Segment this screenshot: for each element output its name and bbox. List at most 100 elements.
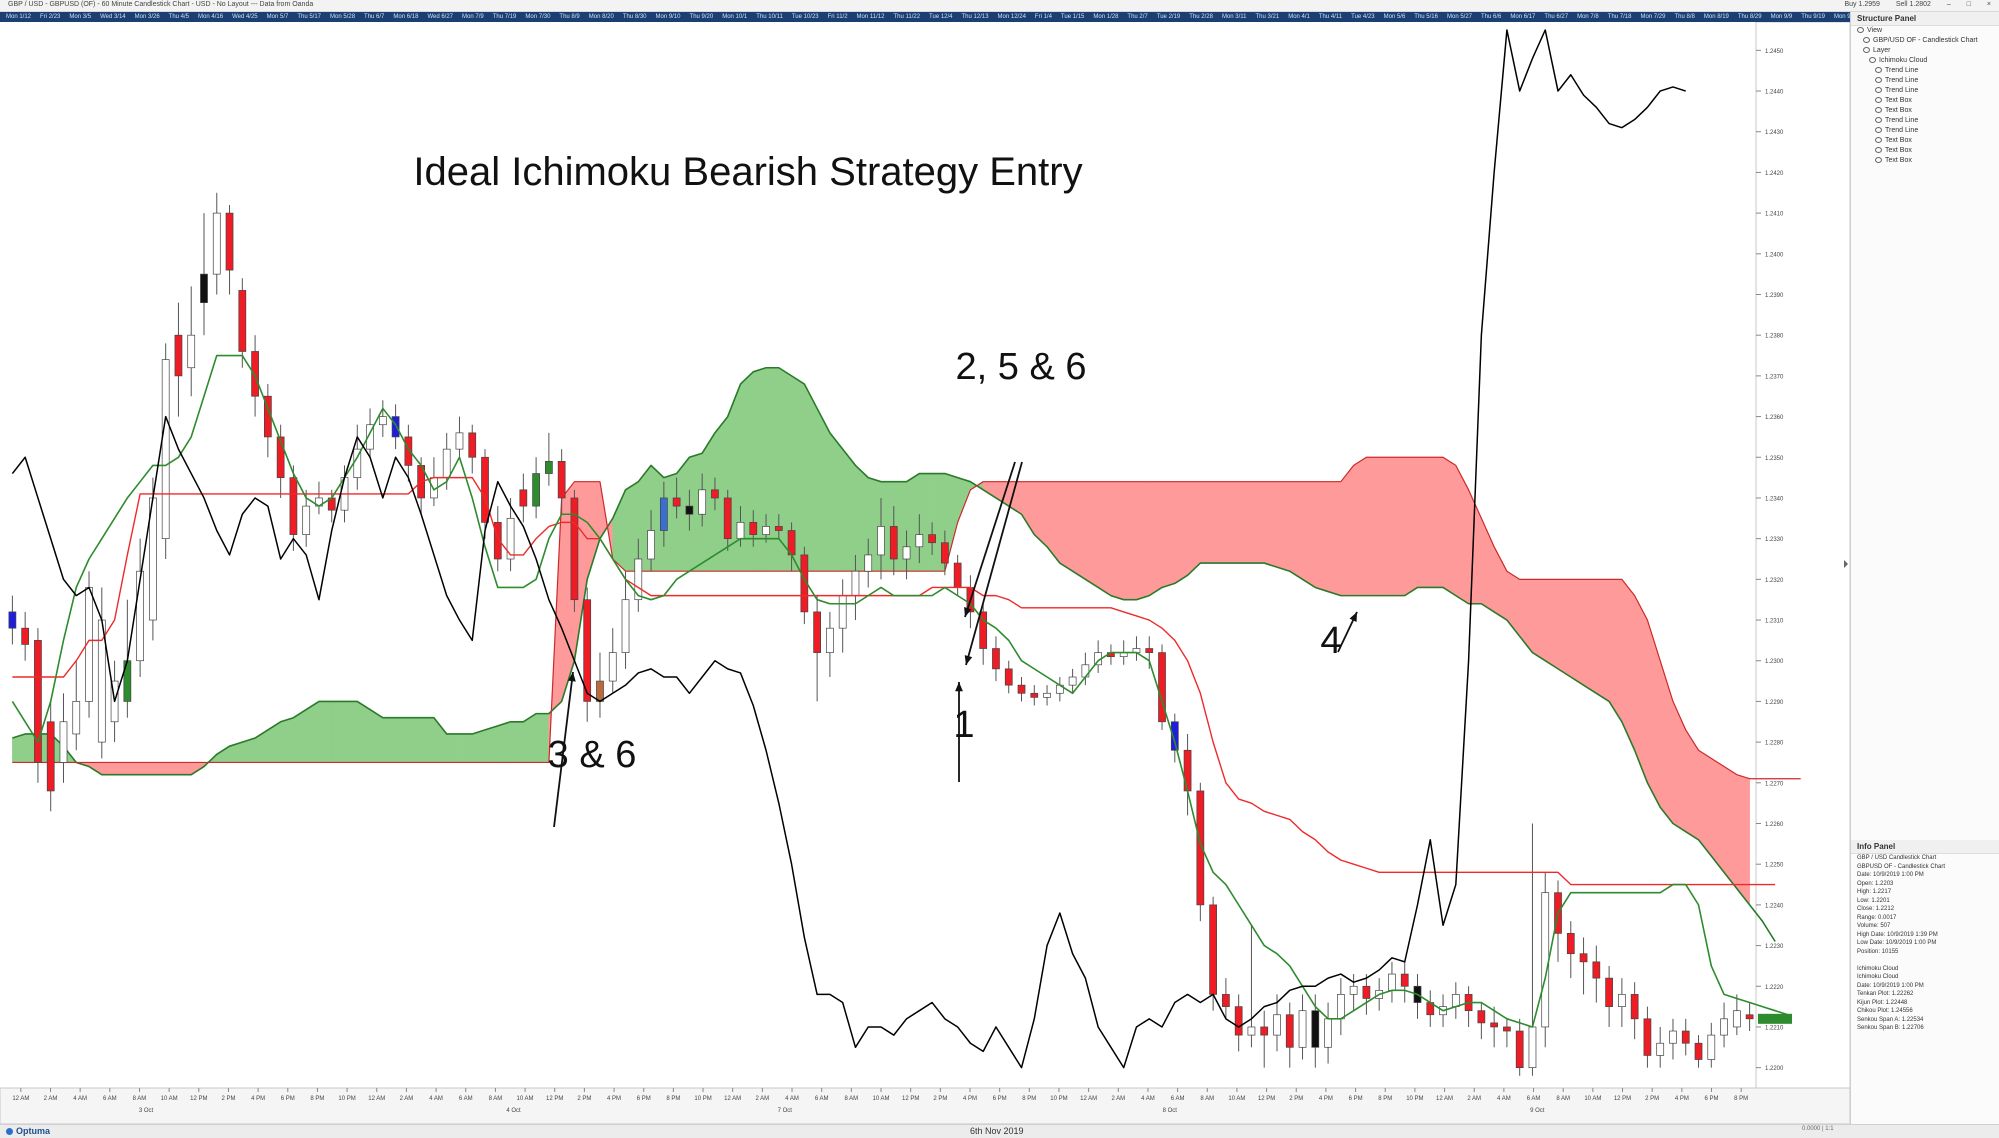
structure-item[interactable]: Trend Line [1851,86,1999,96]
date-bar-label[interactable]: Mon 7/29 [1640,14,1666,20]
eye-icon[interactable] [1875,107,1882,114]
eye-icon[interactable] [1875,137,1882,144]
structure-item[interactable]: Text Box [1851,106,1999,116]
maximize-icon[interactable]: □ [1966,1,1971,8]
date-bar-label[interactable]: Mon 11/12 [856,14,885,20]
structure-item[interactable]: Text Box [1851,156,1999,166]
date-bar-label[interactable]: Mon 5/7 [266,14,289,20]
eye-icon[interactable] [1875,157,1882,164]
date-bar-label[interactable]: Thu 5/17 [297,14,322,20]
date-bar-label[interactable]: Mon 7/30 [525,14,551,20]
date-bar-label[interactable]: Thu 9/19 [1801,14,1825,20]
date-bar-label[interactable]: Wed 4/25 [232,14,258,20]
eye-icon[interactable] [1875,77,1882,84]
structure-item[interactable]: Trend Line [1851,116,1999,126]
date-bar-label[interactable]: Thu 8/9 [559,14,580,20]
date-bar-label[interactable]: Wed 6/27 [427,14,454,20]
date-bar-label[interactable]: Wed 3/14 [100,14,126,20]
x-tick-label: 6 AM [103,1096,117,1102]
date-bar-label[interactable]: Thu 11/22 [893,14,921,20]
eye-icon[interactable] [1863,37,1870,44]
date-bar-label[interactable]: Mon 9/9 [1770,14,1793,20]
date-bar-label[interactable]: Thu 10/11 [756,14,783,20]
date-bar-label[interactable]: Fri 1/4 [1034,14,1052,20]
structure-item[interactable]: Layer [1851,46,1999,56]
date-bar-label[interactable]: Mon 9/10 [655,14,681,20]
date-bar-label[interactable]: Mon 12/24 [997,14,1026,20]
eye-icon[interactable] [1869,57,1876,64]
date-bar-label[interactable]: Mon 5/28 [330,14,356,20]
candle [187,334,196,369]
structure-item[interactable]: Text Box [1851,146,1999,156]
logo-icon [6,1128,13,1136]
date-bar-label[interactable]: Thu 8/29 [1737,14,1762,20]
structure-item[interactable]: Trend Line [1851,126,1999,136]
structure-item[interactable]: Trend Line [1851,66,1999,76]
eye-icon[interactable] [1863,47,1870,54]
close-icon[interactable]: × [1986,1,1991,8]
candle [161,359,170,540]
eye-icon[interactable] [1875,147,1882,154]
date-bar-label[interactable]: Mon 4/16 [198,14,224,20]
date-bar-label[interactable]: Mon 4/1 [1288,14,1310,20]
candlestick-chart[interactable]: 1.2450 1.2440 1.2430 1.2420 1.2410 1.2400 1.23… [0,22,1850,1124]
date-bar-label[interactable]: Mon 9/30 [1833,14,1850,20]
sell-price[interactable]: Sell 1.2802 [1895,1,1931,8]
date-bar-label[interactable]: Tue 4/23 [1351,14,1375,20]
structure-tree[interactable]: View GBP/USD OF - Candlestick Chart Layer I… [1851,26,1999,166]
date-bar-label[interactable]: Mon 6/18 [393,14,419,20]
date-bar-label[interactable]: Thu 8/30 [622,14,647,20]
date-bar-label[interactable]: Mon 7/9 [462,14,484,20]
date-navigator-bar[interactable]: Mon 1/12 Fri 2/23 Mon 3/5 Wed 3/14 Mon 3/26 T… [0,12,1850,22]
date-bar-label[interactable]: Fri 11/2 [827,14,848,20]
date-bar-label[interactable]: Thu 2/28 [1189,14,1213,20]
date-bar-label[interactable]: Thu 7/18 [1607,14,1632,20]
date-bar-label[interactable]: Mon 1/12 [6,14,32,20]
date-bar-label[interactable]: Thu 2/7 [1127,14,1148,20]
date-bar-label[interactable]: Thu 7/19 [492,14,517,20]
eye-icon[interactable] [1857,27,1864,34]
date-bar-label[interactable]: Mon 10/1 [722,14,748,20]
minimize-icon[interactable]: – [1946,1,1951,8]
date-bar-label[interactable]: Thu 4/11 [1318,14,1343,20]
date-bar-label[interactable]: Tue 10/23 [791,14,819,20]
date-bar-label[interactable]: Thu 5/16 [1414,14,1438,20]
date-bar-label[interactable]: Fri 2/23 [40,14,61,20]
date-bar-label[interactable]: Mon 6/17 [1510,14,1536,20]
structure-item[interactable]: Trend Line [1851,76,1999,86]
structure-item[interactable]: View [1851,26,1999,36]
structure-item[interactable]: Ichimoku Cloud [1851,56,1999,66]
date-bar-label[interactable]: Thu 12/13 [961,14,989,20]
date-bar-label[interactable]: Mon 3/11 [1221,14,1247,20]
annotation-arrow-head [1349,612,1357,622]
date-bar-label[interactable]: Thu 8/8 [1674,14,1695,20]
buy-price[interactable]: Buy 1.2959 [1844,1,1880,8]
eye-icon[interactable] [1875,117,1882,124]
structure-item[interactable]: Text Box [1851,96,1999,106]
date-bar-label[interactable]: Mon 3/5 [69,14,92,20]
eye-icon[interactable] [1875,97,1882,104]
eye-icon[interactable] [1875,87,1882,94]
date-bar-label[interactable]: Thu 9/20 [689,14,714,20]
collapse-panel-icon[interactable] [1844,560,1848,568]
date-bar-label[interactable]: Mon 8/19 [1703,14,1729,20]
date-bar-label[interactable]: Mon 5/6 [1383,14,1406,20]
date-bar-label[interactable]: Mon 7/8 [1577,14,1599,20]
structure-item[interactable]: Text Box [1851,136,1999,146]
date-bar-label[interactable]: Tue 12/4 [929,14,953,20]
eye-icon[interactable] [1875,67,1882,74]
date-bar-label[interactable]: Mon 5/27 [1446,14,1473,20]
date-bar-label[interactable]: Mon 8/20 [588,14,614,20]
date-bar-label[interactable]: Mon 3/26 [134,14,160,20]
eye-icon[interactable] [1875,127,1882,134]
date-bar-label[interactable]: Thu 3/21 [1255,14,1280,20]
annotation-arrow-head [955,682,963,692]
date-bar-label[interactable]: Tue 2/19 [1156,14,1181,20]
date-bar-label[interactable]: Thu 6/7 [364,14,385,20]
date-bar-label[interactable]: Thu 6/27 [1544,14,1569,20]
date-bar-label[interactable]: Mon 1/28 [1093,14,1119,20]
date-bar-label[interactable]: Thu 6/6 [1481,14,1502,20]
date-bar-label[interactable]: Tue 1/15 [1060,14,1085,20]
date-bar-label[interactable]: Thu 4/5 [168,14,190,20]
structure-item[interactable]: GBP/USD OF - Candlestick Chart [1851,36,1999,46]
